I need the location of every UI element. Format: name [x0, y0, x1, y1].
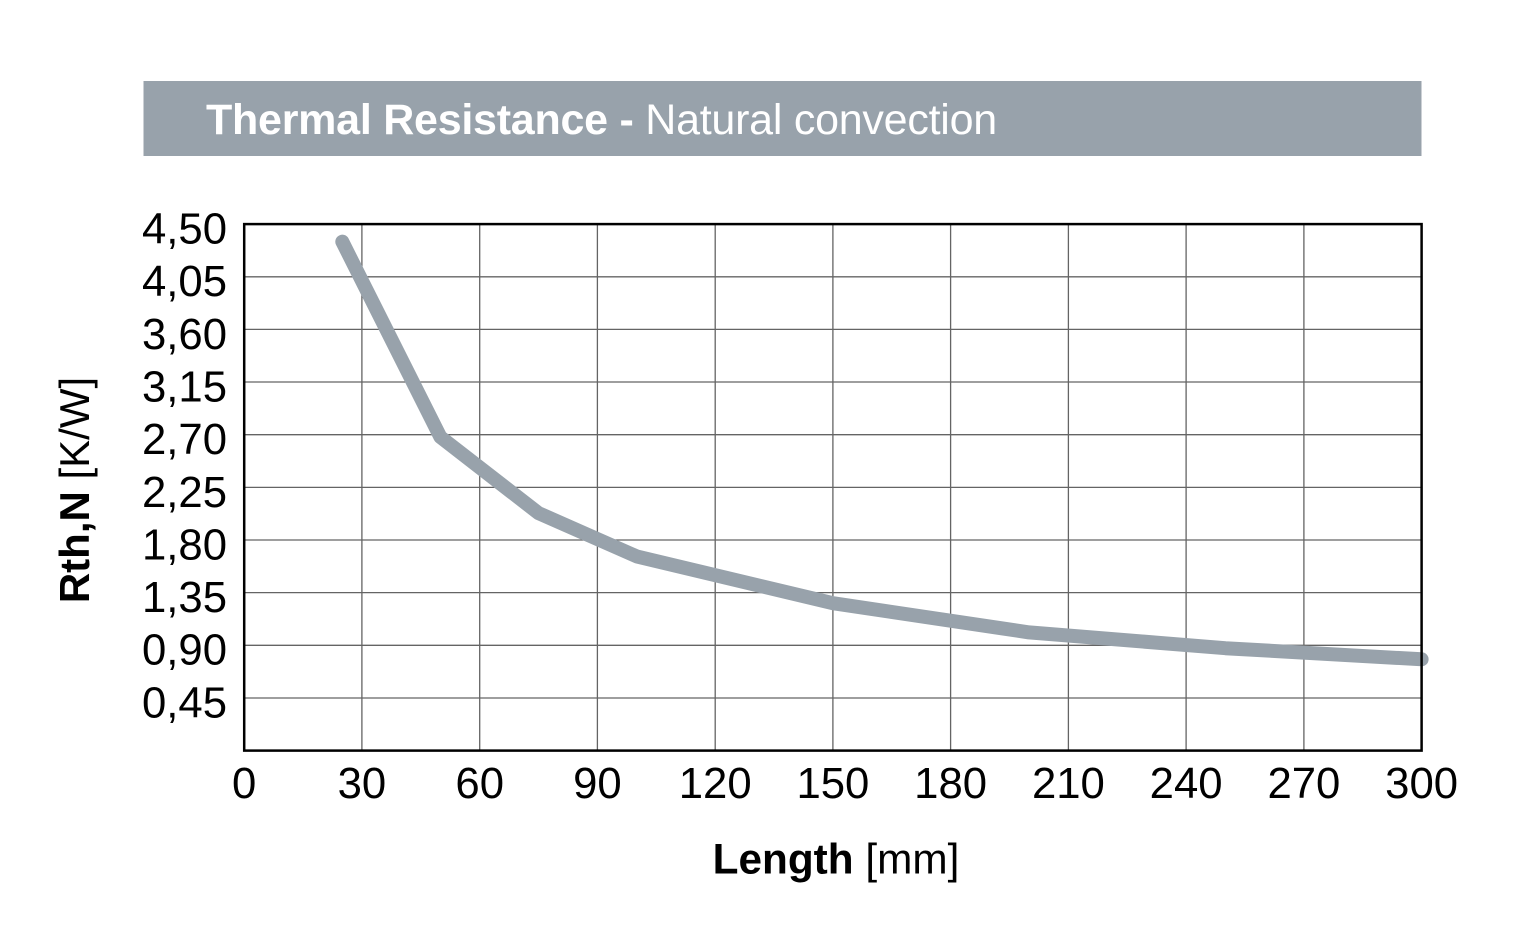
svg-text:90: 90	[573, 759, 622, 808]
svg-text:240: 240	[1150, 759, 1223, 808]
svg-text:270: 270	[1267, 759, 1340, 808]
svg-text:2,70: 2,70	[142, 415, 227, 464]
svg-text:Length [mm]: Length [mm]	[713, 835, 960, 882]
svg-text:210: 210	[1032, 759, 1105, 808]
svg-text:4,50: 4,50	[142, 205, 227, 254]
svg-text:Thermal Resistance - Natural c: Thermal Resistance - Natural convection	[206, 96, 997, 144]
svg-text:300: 300	[1385, 759, 1458, 808]
svg-text:1,35: 1,35	[142, 573, 227, 622]
svg-text:30: 30	[338, 759, 387, 808]
svg-text:4,05: 4,05	[142, 257, 227, 306]
svg-text:120: 120	[679, 759, 752, 808]
svg-text:Rth,N [K/W]: Rth,N [K/W]	[51, 377, 98, 603]
svg-text:1,80: 1,80	[142, 520, 227, 569]
svg-text:3,60: 3,60	[142, 310, 227, 359]
svg-text:3,15: 3,15	[142, 362, 227, 411]
svg-text:0,45: 0,45	[142, 678, 227, 727]
svg-text:0: 0	[232, 759, 256, 808]
svg-text:180: 180	[914, 759, 987, 808]
svg-text:60: 60	[455, 759, 504, 808]
svg-text:2,25: 2,25	[142, 468, 227, 517]
svg-text:150: 150	[796, 759, 869, 808]
svg-text:0,90: 0,90	[142, 626, 227, 675]
